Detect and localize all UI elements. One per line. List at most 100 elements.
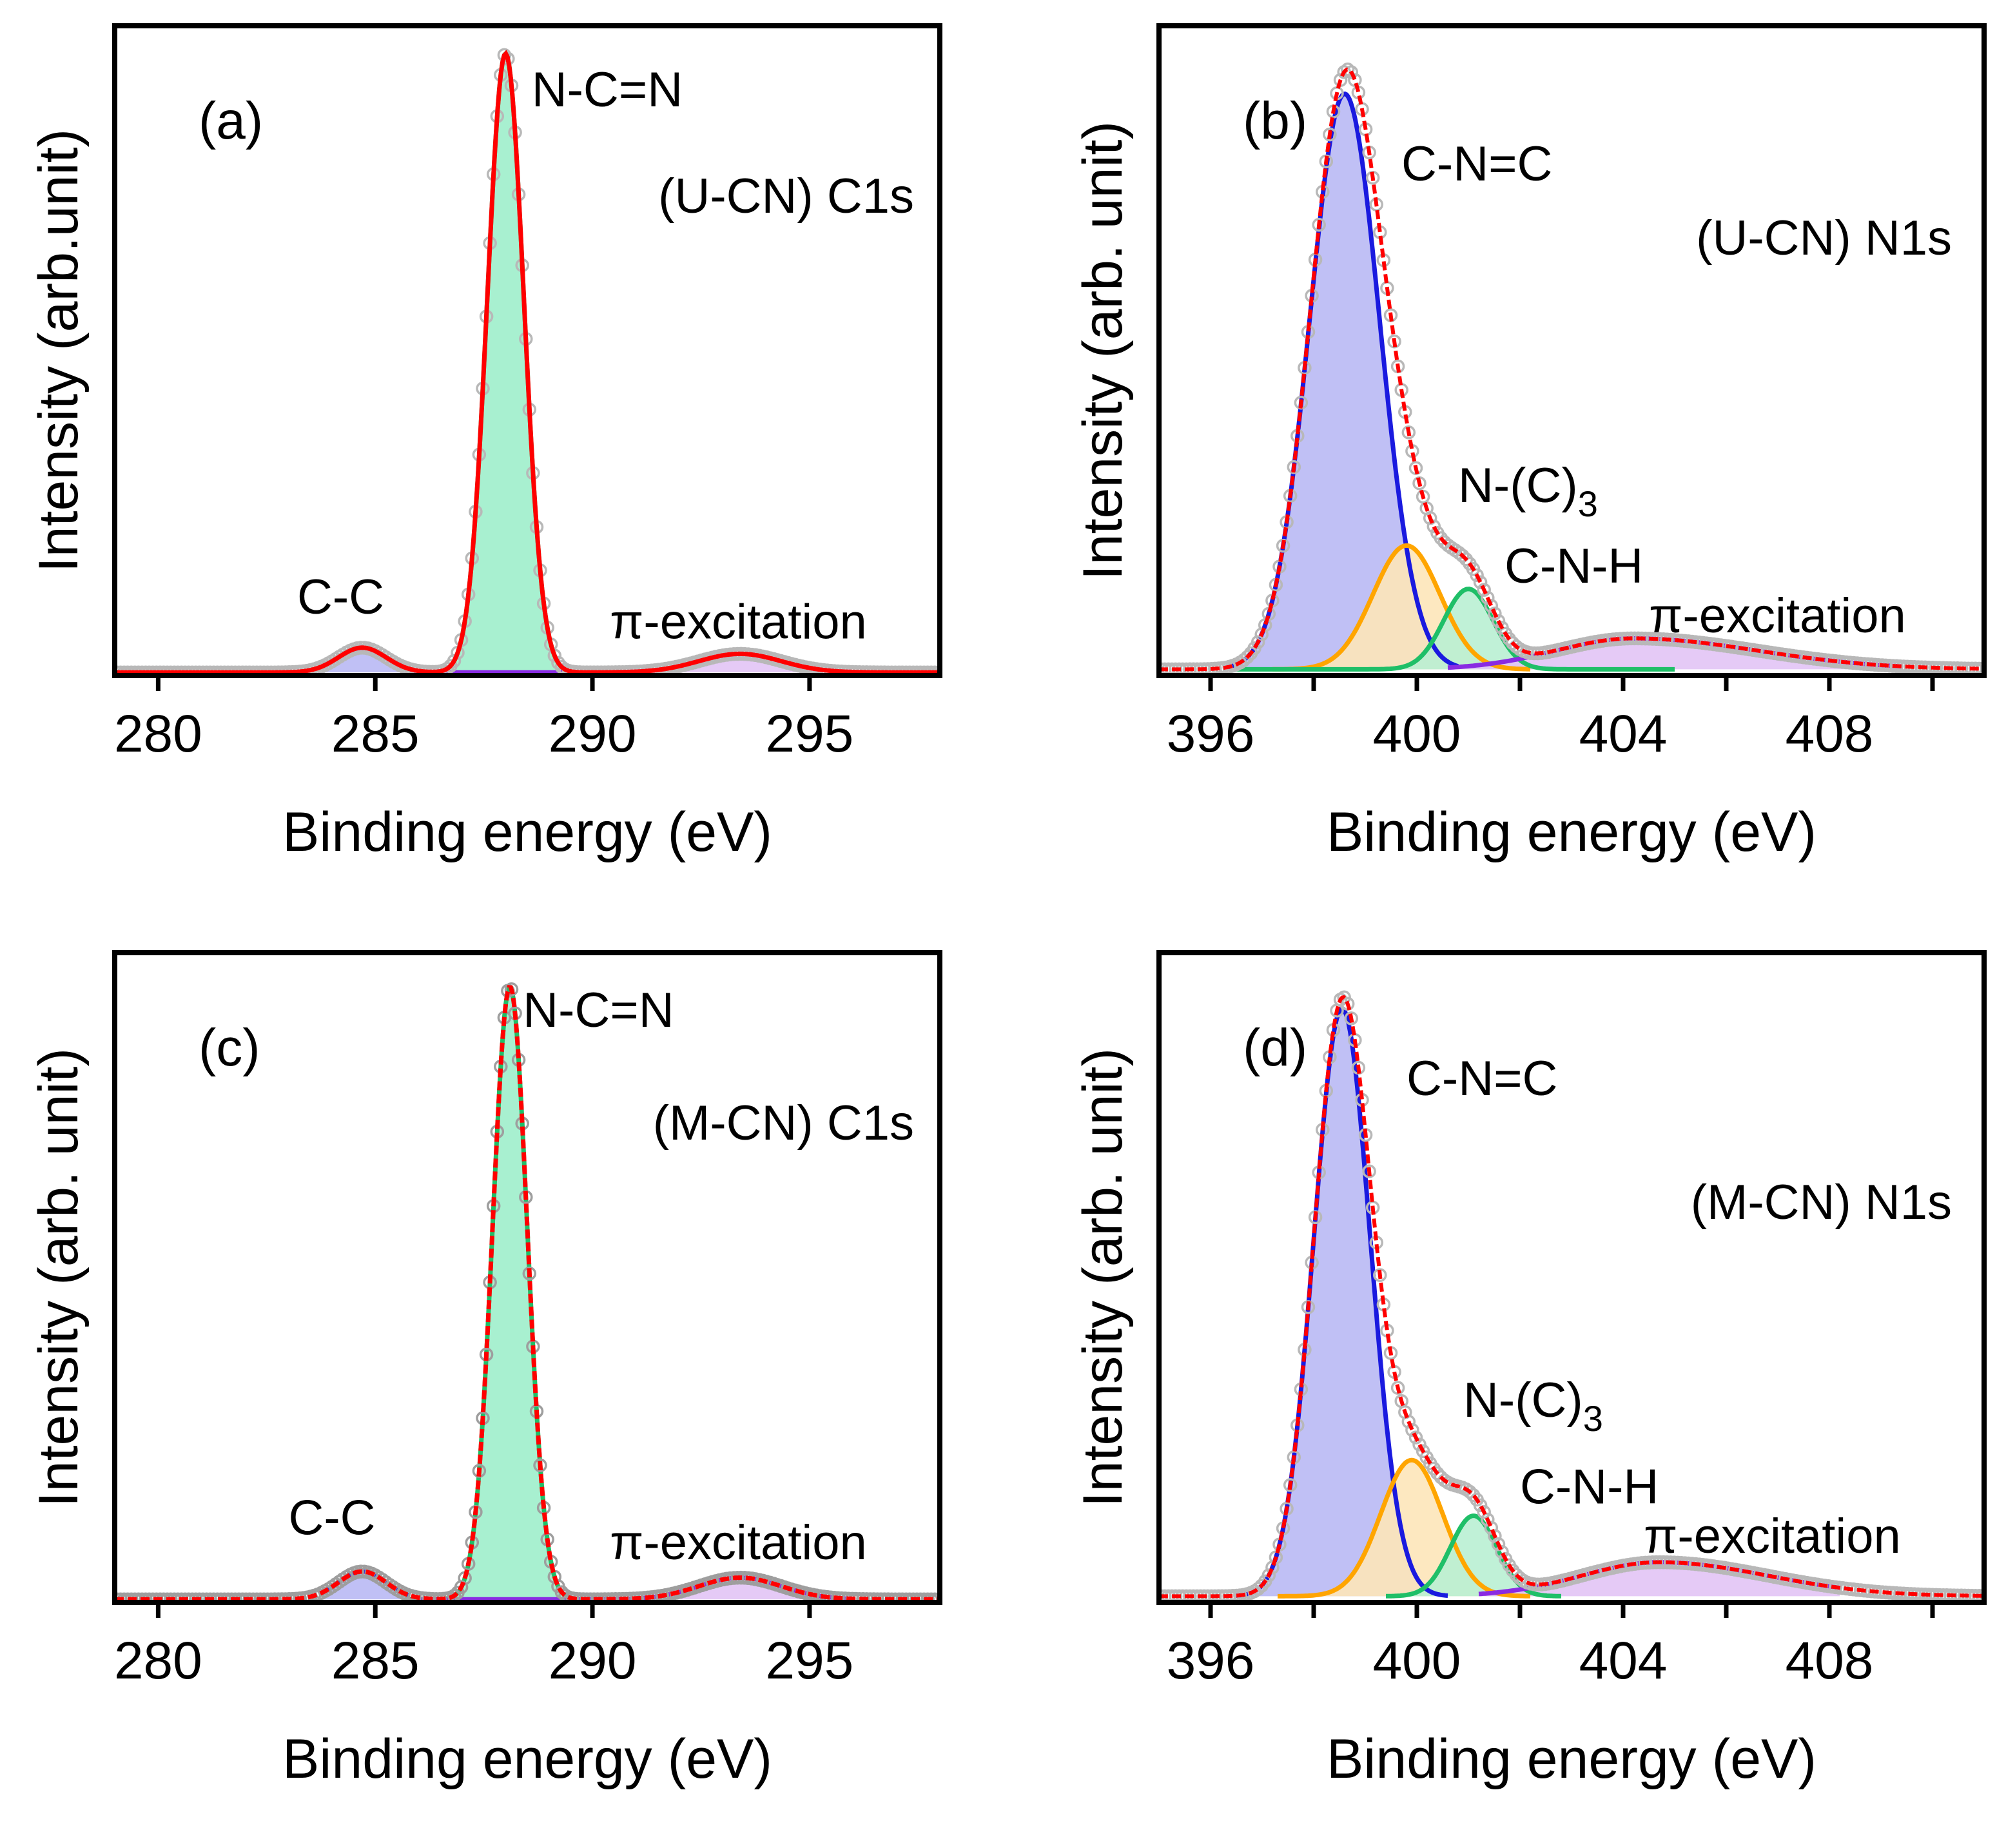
x-tick-label: 280 bbox=[114, 1631, 202, 1690]
x-tick-label: 396 bbox=[1167, 705, 1255, 763]
data-point bbox=[1434, 531, 1448, 545]
plot-area bbox=[1159, 63, 1984, 676]
data-point bbox=[1423, 511, 1437, 525]
panel-title: (M-CN) C1s bbox=[653, 1096, 914, 1151]
peak-annotation: N-C=N bbox=[532, 63, 683, 117]
data-point bbox=[1473, 575, 1488, 590]
data-point bbox=[1287, 460, 1301, 474]
data-point bbox=[1294, 395, 1309, 410]
data-point bbox=[1401, 425, 1416, 440]
data-point bbox=[1495, 1544, 1509, 1559]
data-point bbox=[1427, 519, 1441, 534]
peak-annotation-text: N-C=N bbox=[532, 63, 683, 117]
x-tick-label: 295 bbox=[765, 1631, 853, 1690]
panel-a: 280 285 290 295 Binding energy (eV) Intensity… bbox=[28, 23, 942, 863]
data-point bbox=[1251, 635, 1265, 649]
component-fill-2 bbox=[1386, 1515, 1561, 1597]
x-tick-label: 404 bbox=[1579, 705, 1668, 763]
data-point bbox=[1463, 1484, 1477, 1499]
peak-annotation-text: C-C bbox=[288, 1490, 375, 1545]
data-point bbox=[1236, 653, 1251, 668]
component-fill-1 bbox=[1272, 545, 1530, 670]
peak-annotation: C-N-H bbox=[1504, 539, 1643, 594]
plot-area bbox=[1159, 990, 1984, 1602]
data-point bbox=[1251, 1582, 1265, 1596]
panel-title: (U-CN) C1s bbox=[658, 169, 914, 224]
x-tick-label: 404 bbox=[1579, 1631, 1668, 1690]
data-point bbox=[533, 1458, 547, 1473]
y-axis-title: Intensity (arb. unit) bbox=[28, 1048, 90, 1507]
peak-annotation-text: C-N-H bbox=[1520, 1459, 1659, 1514]
x-tick-label: 400 bbox=[1373, 1631, 1461, 1690]
data-point bbox=[472, 1464, 487, 1478]
y-axis-title: Intensity (arb.unit) bbox=[28, 129, 90, 572]
fit-envelope bbox=[115, 50, 940, 675]
data-point bbox=[1430, 1466, 1445, 1481]
fit-envelope bbox=[1159, 67, 1984, 672]
x-tick-label: 408 bbox=[1786, 705, 1874, 763]
x-tick-label: 290 bbox=[549, 705, 637, 763]
fit-envelope bbox=[115, 985, 940, 1602]
peak-annotation-text: π-excitation bbox=[610, 1515, 867, 1570]
x-axis-title: Binding energy (eV) bbox=[282, 1728, 772, 1790]
panel-label: (c) bbox=[199, 1018, 260, 1077]
peak-annotation: C-N-H bbox=[1520, 1459, 1659, 1514]
component-fill-1 bbox=[410, 53, 614, 673]
peak-annotation-text: N-(C) bbox=[1463, 1373, 1583, 1428]
x-axis-title: Binding energy (eV) bbox=[282, 801, 772, 863]
data-point bbox=[1484, 1521, 1499, 1535]
peak-annotation-text: C-C bbox=[297, 570, 384, 625]
data-point bbox=[1412, 1437, 1427, 1452]
x-tick-label: 280 bbox=[114, 705, 202, 763]
data-point bbox=[1473, 1498, 1488, 1513]
data-point bbox=[1319, 154, 1334, 169]
peak-annotation-text: π-excitation bbox=[1649, 588, 1906, 643]
component-line-1 bbox=[1278, 1457, 1531, 1599]
panel-title: (U-CN) N1s bbox=[1696, 211, 1952, 266]
x-axis-title: Binding energy (eV) bbox=[1327, 801, 1816, 863]
data-point bbox=[1344, 1011, 1359, 1026]
component-fill-3 bbox=[1479, 1562, 1840, 1597]
panel-label: (b) bbox=[1243, 92, 1307, 150]
data-point bbox=[1456, 549, 1470, 563]
data-point bbox=[1312, 218, 1326, 232]
data-point bbox=[1323, 127, 1337, 142]
component-fill-0 bbox=[1226, 93, 1458, 670]
peak-annotation-text: C-N=C bbox=[1401, 137, 1552, 191]
x-tick-label: 400 bbox=[1373, 705, 1461, 763]
data-point bbox=[1484, 599, 1499, 613]
x-tick-label: 285 bbox=[331, 705, 420, 763]
data-point bbox=[1405, 1423, 1419, 1437]
data-point bbox=[1283, 1478, 1298, 1492]
data-point bbox=[1470, 568, 1484, 583]
component-fill-1 bbox=[410, 987, 614, 1600]
data-point bbox=[1488, 607, 1502, 621]
x-tick-label: 408 bbox=[1786, 1631, 1874, 1690]
data-point bbox=[1477, 583, 1491, 597]
data-point bbox=[1276, 538, 1290, 553]
component-line-2 bbox=[1386, 1513, 1561, 1599]
peak-annotation-text: N-C=N bbox=[523, 983, 674, 1038]
data-point bbox=[1373, 1268, 1387, 1282]
peak-annotation: N-(C)3 bbox=[1458, 458, 1598, 524]
peak-annotation: π-excitation bbox=[1644, 1509, 1901, 1564]
plot-frame bbox=[1156, 23, 1987, 678]
peak-annotation: N-C=N bbox=[523, 983, 674, 1038]
panel-d: 396 400 404 408 Binding energy (eV) Intensity… bbox=[1072, 950, 1987, 1790]
data-point bbox=[1488, 1529, 1502, 1543]
peak-annotation: π-excitation bbox=[610, 594, 867, 649]
peak-annotation-text: C-N=C bbox=[1407, 1051, 1557, 1106]
plot-frame bbox=[1156, 950, 1987, 1605]
data-point bbox=[1401, 1414, 1416, 1429]
y-axis-title: Intensity (arb. unit) bbox=[1072, 1048, 1134, 1507]
x-tick-label: 396 bbox=[1167, 1631, 1255, 1690]
component-fill-1 bbox=[1278, 1460, 1530, 1597]
data-point bbox=[1240, 650, 1254, 665]
panel-title: (M-CN) N1s bbox=[1691, 1175, 1952, 1230]
data-point bbox=[1408, 1430, 1423, 1444]
data-point bbox=[1387, 334, 1401, 349]
plot-area bbox=[115, 982, 940, 1602]
peak-annotation: π-excitation bbox=[610, 1515, 867, 1570]
data-point bbox=[1477, 1505, 1491, 1519]
